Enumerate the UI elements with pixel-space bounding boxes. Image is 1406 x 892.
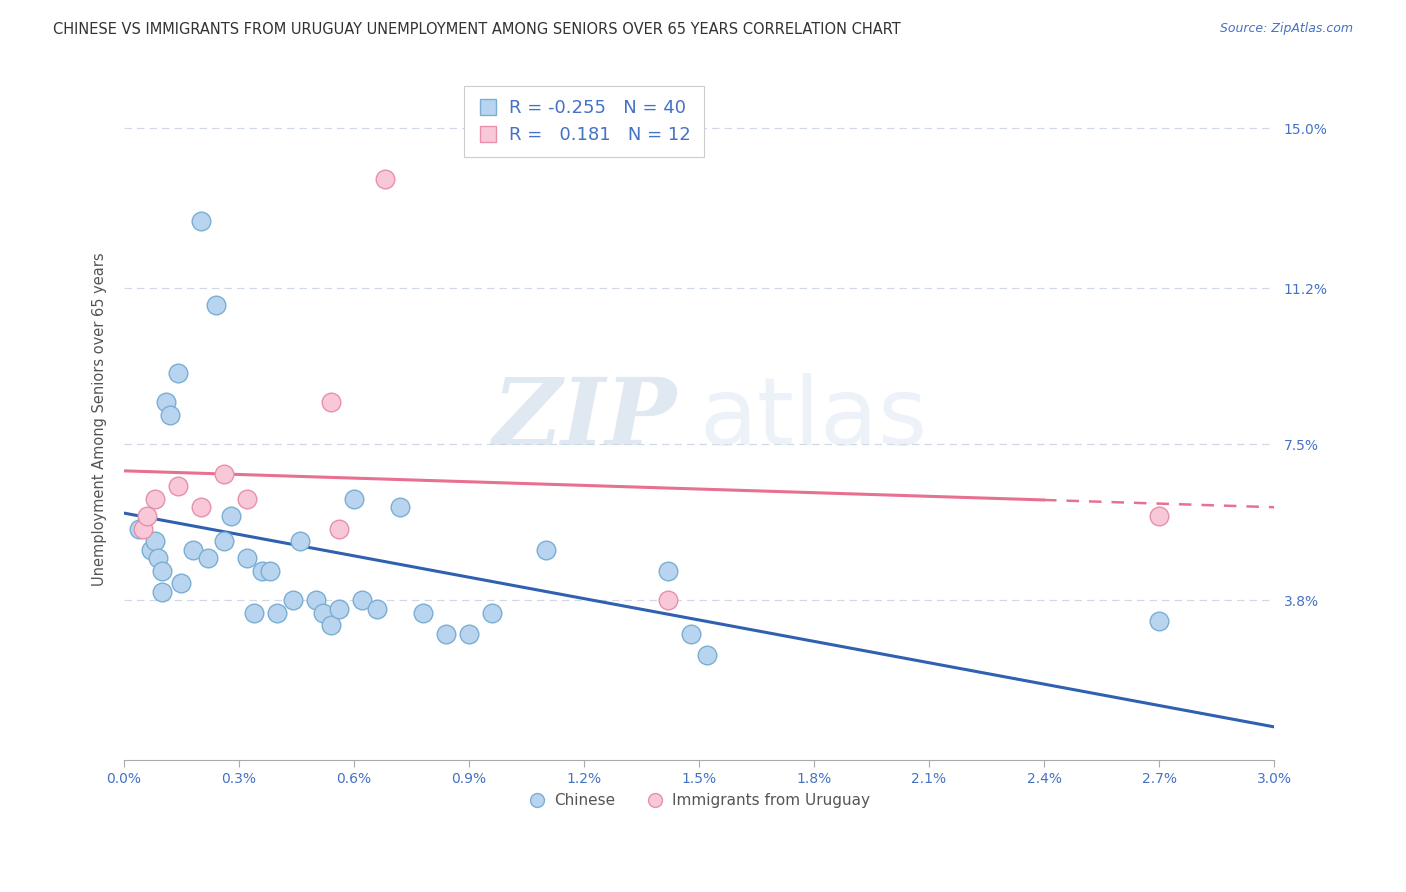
Text: atlas: atlas xyxy=(699,373,927,465)
Point xyxy=(190,214,212,228)
Point xyxy=(681,627,703,641)
Point xyxy=(197,551,219,566)
Point xyxy=(148,551,170,566)
Point xyxy=(235,551,257,566)
Point xyxy=(150,584,173,599)
Point xyxy=(170,576,193,591)
Point xyxy=(235,491,257,506)
Point xyxy=(181,542,204,557)
Text: CHINESE VS IMMIGRANTS FROM URUGUAY UNEMPLOYMENT AMONG SENIORS OVER 65 YEARS CORR: CHINESE VS IMMIGRANTS FROM URUGUAY UNEMP… xyxy=(53,22,901,37)
Point xyxy=(143,534,166,549)
Legend: Chinese, Immigrants from Uruguay: Chinese, Immigrants from Uruguay xyxy=(522,787,876,814)
Point xyxy=(388,500,411,515)
Point xyxy=(696,648,718,662)
Point xyxy=(312,606,335,620)
Text: ZIP: ZIP xyxy=(492,374,676,464)
Point xyxy=(343,491,366,506)
Point xyxy=(150,564,173,578)
Point xyxy=(319,618,342,632)
Point xyxy=(190,500,212,515)
Point xyxy=(458,627,481,641)
Point xyxy=(205,298,228,312)
Point xyxy=(534,542,557,557)
Point xyxy=(657,564,679,578)
Point xyxy=(212,467,235,481)
Point xyxy=(350,593,373,607)
Y-axis label: Unemployment Among Seniors over 65 years: Unemployment Among Seniors over 65 years xyxy=(93,252,107,586)
Point xyxy=(266,606,288,620)
Point xyxy=(128,522,150,536)
Point xyxy=(132,522,155,536)
Point xyxy=(212,534,235,549)
Point xyxy=(1147,508,1170,523)
Point xyxy=(412,606,434,620)
Point xyxy=(136,508,159,523)
Point xyxy=(305,593,328,607)
Point xyxy=(366,601,388,615)
Point xyxy=(328,601,350,615)
Point xyxy=(434,627,457,641)
Point xyxy=(250,564,273,578)
Point xyxy=(221,508,243,523)
Point xyxy=(166,479,188,493)
Point xyxy=(243,606,266,620)
Point xyxy=(259,564,281,578)
Point xyxy=(281,593,304,607)
Point xyxy=(481,606,503,620)
Point xyxy=(657,593,679,607)
Point xyxy=(1147,614,1170,628)
Point xyxy=(328,522,350,536)
Point xyxy=(155,395,177,409)
Point xyxy=(290,534,312,549)
Point xyxy=(166,366,188,380)
Text: Source: ZipAtlas.com: Source: ZipAtlas.com xyxy=(1219,22,1353,36)
Point xyxy=(139,542,162,557)
Point xyxy=(319,395,342,409)
Point xyxy=(374,171,396,186)
Point xyxy=(143,491,166,506)
Point xyxy=(159,408,181,422)
